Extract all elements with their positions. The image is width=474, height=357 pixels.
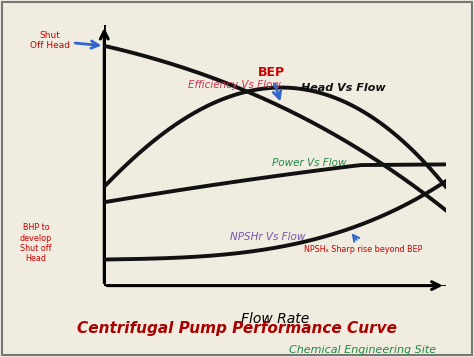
Text: Flow Rate: Flow Rate	[241, 312, 309, 326]
Text: Efficiency Vs Flow: Efficiency Vs Flow	[188, 80, 281, 90]
Text: NPSHₐ Sharp rise beyond BEP: NPSHₐ Sharp rise beyond BEP	[304, 235, 423, 254]
Text: Chemical Engineering Site: Chemical Engineering Site	[289, 345, 436, 355]
Text: Shut
Off Head: Shut Off Head	[30, 31, 99, 50]
Text: Centrifugal Pump Performance Curve: Centrifugal Pump Performance Curve	[77, 321, 397, 336]
Text: Head Vs Flow: Head Vs Flow	[301, 83, 385, 93]
Text: NPSHr Vs Flow: NPSHr Vs Flow	[230, 232, 306, 242]
Text: Power Vs Flow: Power Vs Flow	[272, 158, 346, 168]
Text: BEP: BEP	[257, 65, 284, 99]
Text: BHP to
develop
Shut off
Head: BHP to develop Shut off Head	[20, 223, 52, 263]
